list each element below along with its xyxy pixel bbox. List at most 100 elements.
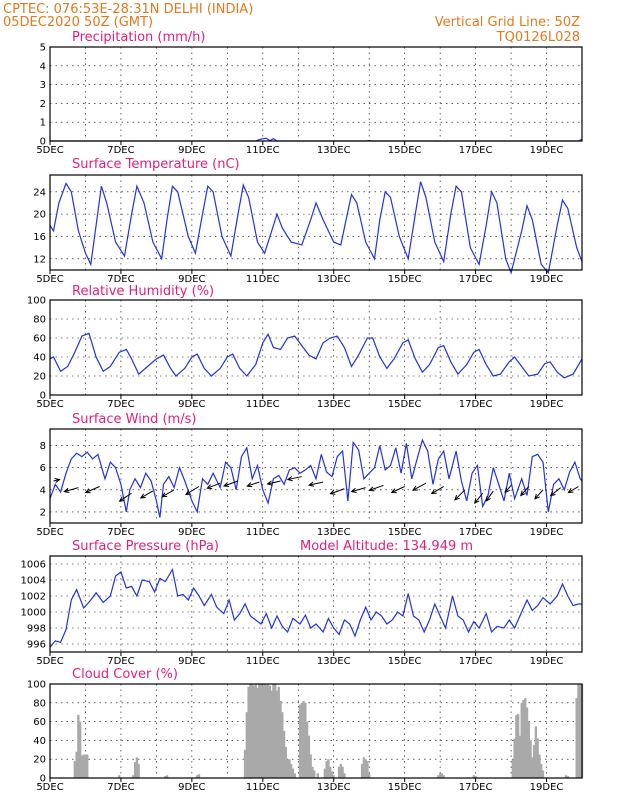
cloud-cover-bar xyxy=(538,754,541,778)
cloud-cover-bar xyxy=(135,757,139,778)
y-tick-label: 1006 xyxy=(21,560,46,571)
y-tick-label: 24 xyxy=(33,187,46,198)
x-tick-label: 11DEC xyxy=(246,527,280,538)
run-date-header: 05DEC2020 50Z (GMT) xyxy=(3,15,153,30)
cloud-cover-bar xyxy=(263,684,266,778)
x-tick-label: 11DEC xyxy=(246,399,280,410)
y-tick-label: 60 xyxy=(33,717,46,728)
cloud-cover-bar xyxy=(279,700,282,778)
y-tick-label: 3 xyxy=(40,80,46,91)
rh-frame xyxy=(49,299,583,396)
y-tick-label: 0 xyxy=(40,391,46,402)
location-header: CPTEC: 076:53E-28:31N DELHI (INDIA) xyxy=(3,2,253,17)
cloud-cover-bar xyxy=(82,754,85,778)
cloud-cover-bar xyxy=(265,684,268,778)
cloud-cover-bar xyxy=(277,686,280,778)
wind-series-line xyxy=(49,438,583,518)
cloud-cover-bar xyxy=(259,684,263,778)
precip-frame xyxy=(49,46,583,142)
cloud-cover-bar xyxy=(243,749,247,778)
cloud-cover-bar xyxy=(341,766,344,778)
y-tick-label: 2 xyxy=(40,99,46,110)
cloud-cover-bar xyxy=(332,775,335,778)
cloud-cover-bar xyxy=(541,770,545,778)
cloud-cover-bar xyxy=(520,702,523,778)
x-tick-label: 11DEC xyxy=(246,782,280,793)
cloud-cover-bar xyxy=(343,773,346,778)
y-tick-label: 1000 xyxy=(21,608,46,619)
wind-arrow xyxy=(368,484,384,492)
cloud-cover-bar xyxy=(527,721,530,778)
x-tick-label: 13DEC xyxy=(317,399,351,410)
cloud-cover-bar xyxy=(529,740,532,778)
cloud-cover-bar xyxy=(286,759,289,778)
cloud-cover-bar xyxy=(472,775,476,778)
rh-series-line xyxy=(49,332,583,379)
y-tick-label: 12 xyxy=(33,254,46,265)
cloud-cover-bar xyxy=(309,754,312,778)
cloud-cover-bar xyxy=(327,759,330,778)
temp-panel: 12 16 20 24 5DEC 7DEC 9DEC 11DEC 13DEC 15DEC 17DEC… xyxy=(33,157,583,285)
y-tick-label: 8 xyxy=(40,441,46,452)
wind-arrow xyxy=(63,487,79,493)
cloud-cover-bar xyxy=(360,763,364,778)
cloud-cover-bar xyxy=(311,766,314,778)
cloud-cover-bar xyxy=(330,771,334,778)
cloud-cover-bar xyxy=(329,766,332,778)
x-tick-label: 7DEC xyxy=(107,145,134,156)
cloud-cover-bar xyxy=(275,690,279,778)
cloud-title: Cloud Cover (%) xyxy=(72,667,178,682)
x-tick-label: 15DEC xyxy=(388,656,422,667)
cloud-cover-bar xyxy=(245,712,249,778)
pres-title: Surface Pressure (hPa) xyxy=(72,539,219,554)
y-tick-label: 998 xyxy=(27,624,46,635)
x-tick-label: 17DEC xyxy=(459,399,493,410)
wind-arrow xyxy=(430,486,444,495)
y-tick-label: 6 xyxy=(40,463,46,474)
x-tick-label: 13DEC xyxy=(317,274,351,285)
cloud-cover-bar xyxy=(534,726,538,778)
y-tick-label: 1 xyxy=(40,118,46,129)
cloud-cover-bar xyxy=(298,704,302,778)
wind-arrow xyxy=(390,486,405,494)
x-tick-label: 7DEC xyxy=(107,527,134,538)
wind-arrow xyxy=(222,480,239,488)
pres-panel: 996 998 1000 1002 1004 1006 5DEC 7DEC 9DEC 11DEC 1… xyxy=(21,539,583,667)
y-tick-label: 80 xyxy=(33,315,46,326)
y-tick-label: 2 xyxy=(40,507,46,518)
cloud-cover-bar xyxy=(313,770,316,778)
cloud-cover-bar xyxy=(564,775,568,778)
wind-arrow xyxy=(266,480,281,486)
precip-panel: 0 1 2 3 4 5 5DEC 7DEC 9DEC 11DEC 13DEC 15DEC 17DEC 19… xyxy=(36,30,583,156)
cloud-cover-bar xyxy=(288,759,291,778)
cloud-cover-bar xyxy=(575,698,578,778)
cloud-cover-bar xyxy=(515,715,518,778)
y-tick-label: 100 xyxy=(27,680,46,691)
cloud-cover-bar xyxy=(252,685,256,778)
wind-arrow xyxy=(504,485,512,494)
x-tick-label: 7DEC xyxy=(107,782,134,793)
x-tick-label: 15DEC xyxy=(388,274,422,285)
y-tick-label: 40 xyxy=(33,353,46,364)
pres-series-line xyxy=(49,567,582,648)
y-tick-label: 20 xyxy=(33,755,46,766)
x-tick-label: 17DEC xyxy=(459,274,493,285)
x-tick-label: 17DEC xyxy=(459,782,493,793)
cloud-cover-bar xyxy=(438,773,442,778)
cloud-cover-bar xyxy=(337,766,341,778)
x-tick-label: 17DEC xyxy=(459,527,493,538)
temp-frame xyxy=(49,174,583,271)
cloud-cover-bar xyxy=(80,755,84,778)
cloud-cover-bar xyxy=(249,684,252,778)
y-tick-label: 0 xyxy=(40,137,46,148)
cloud-cover-bar xyxy=(339,763,343,778)
y-tick-label: 1002 xyxy=(21,592,46,603)
wind-arrow xyxy=(139,490,154,499)
rh-panel: 0 20 40 60 80 100 5DEC 7DEC 9DEC 11DEC 13DEC 15DEC 1… xyxy=(27,284,583,410)
cloud-cover-bar xyxy=(250,684,254,778)
cloud-cover-bar xyxy=(577,684,580,778)
y-tick-label: 60 xyxy=(33,334,46,345)
y-tick-label: 996 xyxy=(27,640,46,651)
cloud-cover-bar xyxy=(307,735,311,778)
model-altitude-label: Model Altitude: 134.949 m xyxy=(300,539,473,554)
